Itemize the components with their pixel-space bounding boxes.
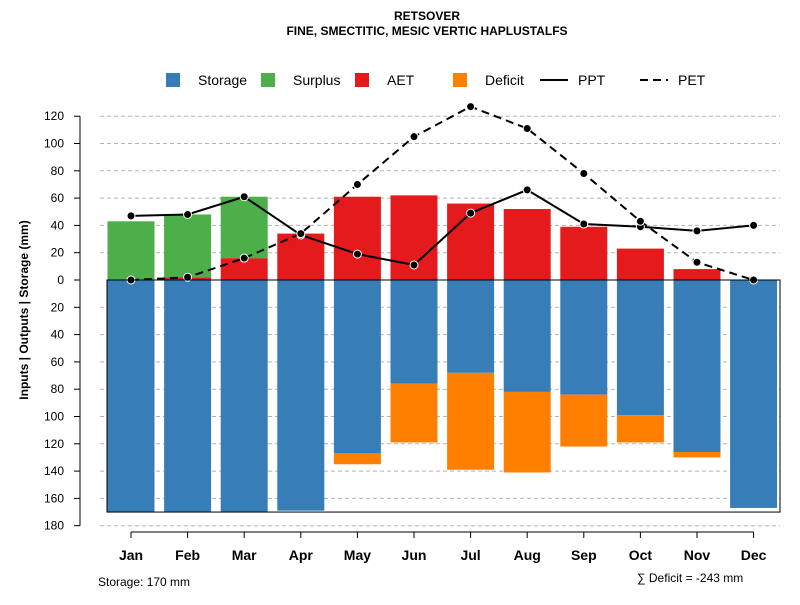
aet-bar [560,226,608,280]
aet-bar [503,209,551,280]
legend-label-storage: Storage [198,72,247,88]
legend-label-ppt: PPT [578,72,606,88]
y-axis-label: Inputs | Outputs | Storage (mm) [17,220,31,399]
legend-label-deficit: Deficit [485,72,524,88]
ppt-point [692,226,702,236]
storage-note: Storage: 170 mm [98,575,190,589]
x-tick-label: Apr [289,547,314,563]
y-tick-label: 180 [44,519,64,533]
legend-swatch-storage [166,73,180,87]
deficit-bar [447,372,495,470]
storage-bar [673,280,721,452]
pet-point [579,169,589,179]
y-tick-label: 60 [51,191,65,205]
storage-bar [616,280,664,416]
y-tick-label: 120 [44,437,64,451]
pet-line [130,105,754,281]
chart-title: RETSOVER [394,9,460,23]
x-tick-label: Oct [629,547,653,563]
x-tick-label: Aug [514,547,541,563]
x-tick-label: Sep [571,547,597,563]
storage-bar [503,280,551,392]
legend-label-surplus: Surplus [293,72,340,88]
aet-bar [673,269,721,280]
y-tick-label: 80 [51,382,65,396]
storage-bar [447,280,495,373]
pet-point [466,102,476,112]
deficit-bar [673,451,721,458]
storage-bar [220,280,268,513]
pet-point [522,123,532,133]
ppt-point [409,260,419,270]
ppt-point [579,219,589,229]
deficit-bar [560,394,608,447]
y-tick-label: 60 [51,355,65,369]
legend-label-aet: AET [387,72,415,88]
storage-bar [560,280,608,395]
y-tick-label: 100 [44,410,64,424]
legend-swatch-deficit [453,73,467,87]
aet-bar [616,248,664,280]
gridlines [100,115,780,527]
x-tick-label: Mar [232,547,257,563]
legend-swatch-surplus [261,73,275,87]
aet-bar [220,258,268,280]
ppt-line [130,188,754,267]
y-tick-label: 20 [51,300,65,314]
surplus-bar [220,196,268,259]
storage-bar [390,280,438,384]
pet-point [296,229,306,239]
pet-point [409,132,419,142]
storage-bar [730,280,778,508]
deficit-bar [333,453,381,465]
ppt-point [749,220,759,230]
legend-label-pet: PET [678,72,706,88]
ppt-point [522,185,532,195]
storage-bar [107,280,155,513]
y-tick-label: 40 [51,328,65,342]
y-tick-label: 160 [44,491,64,505]
bars [107,195,778,513]
y-tick-label: 20 [51,246,65,260]
ppt-point [466,208,476,218]
deficit-bar [503,391,551,473]
pet-point [239,253,249,263]
x-tick-label: Nov [684,547,711,563]
ppt-point [183,209,193,219]
surplus-bar [107,221,155,280]
x-tick-label: May [344,547,371,563]
storage-bar [333,280,381,454]
ppt-point [239,192,249,202]
legend: Storage Surplus AET Deficit PPT PET [166,72,706,88]
pet-point [635,216,645,226]
ppt-point [352,249,362,259]
x-tick-label: Feb [175,547,200,563]
deficit-note: ∑ Deficit = -243 mm [637,571,743,585]
deficit-bar [390,383,438,443]
pet-point [352,179,362,189]
x-tick-label: Jan [119,547,143,563]
x-tick-label: Jun [402,547,427,563]
legend-swatch-aet [355,73,369,87]
y-tick-label: 80 [51,164,65,178]
x-tick-label: Jul [460,547,480,563]
y-tick-label: 140 [44,464,64,478]
x-tick-label: Dec [741,547,767,563]
chart-subtitle: FINE, SMECTITIC, MESIC VERTIC HAPLUSTALF… [286,24,567,38]
storage-bar [277,280,325,511]
surplus-bar [164,214,212,278]
ppt-point [126,211,136,221]
pet-point [692,257,702,267]
axes: 120 100 80 60 40 20 0 20 40 60 80 100 120 140 160 180 Ja… [44,109,781,563]
aet-bar [333,196,381,280]
y-tick-label: 100 [44,137,64,151]
pet-point [183,272,193,282]
y-tick-label: 120 [44,109,64,123]
deficit-bar [616,415,664,443]
storage-bar [164,280,212,513]
y-tick-label: 0 [57,273,64,287]
y-tick-label: 40 [51,218,65,232]
